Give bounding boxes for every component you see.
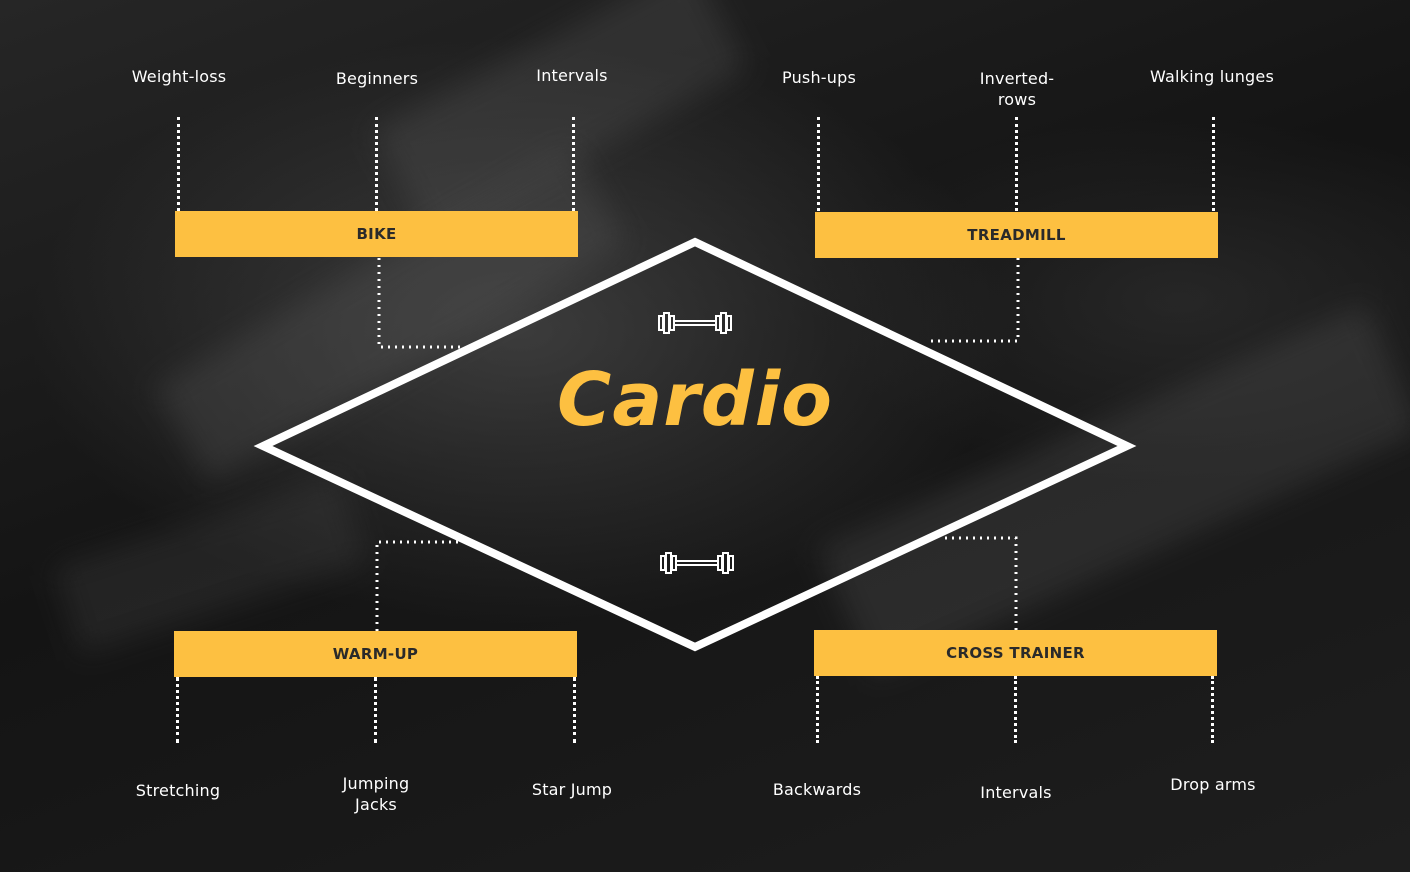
warmup-item-connector	[176, 677, 179, 743]
crosstrainer-item-label: Intervals	[980, 783, 1052, 802]
bike-item-connector	[572, 117, 575, 211]
treadmill-item-connector	[1015, 117, 1018, 211]
bike-item-label: Intervals	[536, 66, 608, 85]
warmup-item-label: Jumping Jacks	[342, 774, 410, 814]
dumbbell-icon	[660, 552, 734, 574]
warmup-item-connector	[374, 677, 377, 743]
bike-item-label: Weight-loss	[131, 67, 227, 86]
crosstrainer-item-label: Backwards	[772, 780, 862, 799]
crosstrainer-item-connector	[816, 676, 819, 743]
crosstrainer-item-connector	[1014, 676, 1017, 743]
treadmill-item-label: Inverted- rows	[979, 69, 1055, 109]
bike-item-connector	[177, 117, 180, 211]
diagram-title: Cardio	[557, 357, 833, 443]
warmup-item-connector	[573, 677, 576, 743]
warmup-item-label: Stretching	[135, 781, 221, 800]
crosstrainer-item-connector	[1211, 676, 1214, 743]
warmup-item-label: Star Jump	[531, 780, 613, 799]
warmup-category-bar: WARM-UP	[174, 631, 577, 677]
bike-item-connector	[375, 117, 378, 211]
bike-connector	[377, 258, 460, 349]
treadmill-item-connector	[1212, 117, 1215, 211]
treadmill-item-label: Walking lunges	[1149, 67, 1274, 86]
center-diamond	[253, 237, 1137, 652]
dumbbell-icon	[658, 312, 732, 334]
treadmill-connector	[930, 258, 1020, 343]
crosstrainer-connector	[940, 536, 1018, 630]
treadmill-category-bar: TREADMILL	[815, 212, 1218, 258]
crosstrainer-item-label: Drop arms	[1170, 775, 1256, 794]
treadmill-item-label: Push-ups	[782, 68, 856, 87]
bike-item-label: Beginners	[335, 69, 419, 88]
treadmill-item-connector	[817, 117, 820, 211]
crosstrainer-category-bar: CROSS TRAINER	[814, 630, 1217, 676]
warmup-connector	[375, 540, 460, 631]
bike-category-bar: BIKE	[175, 211, 578, 257]
